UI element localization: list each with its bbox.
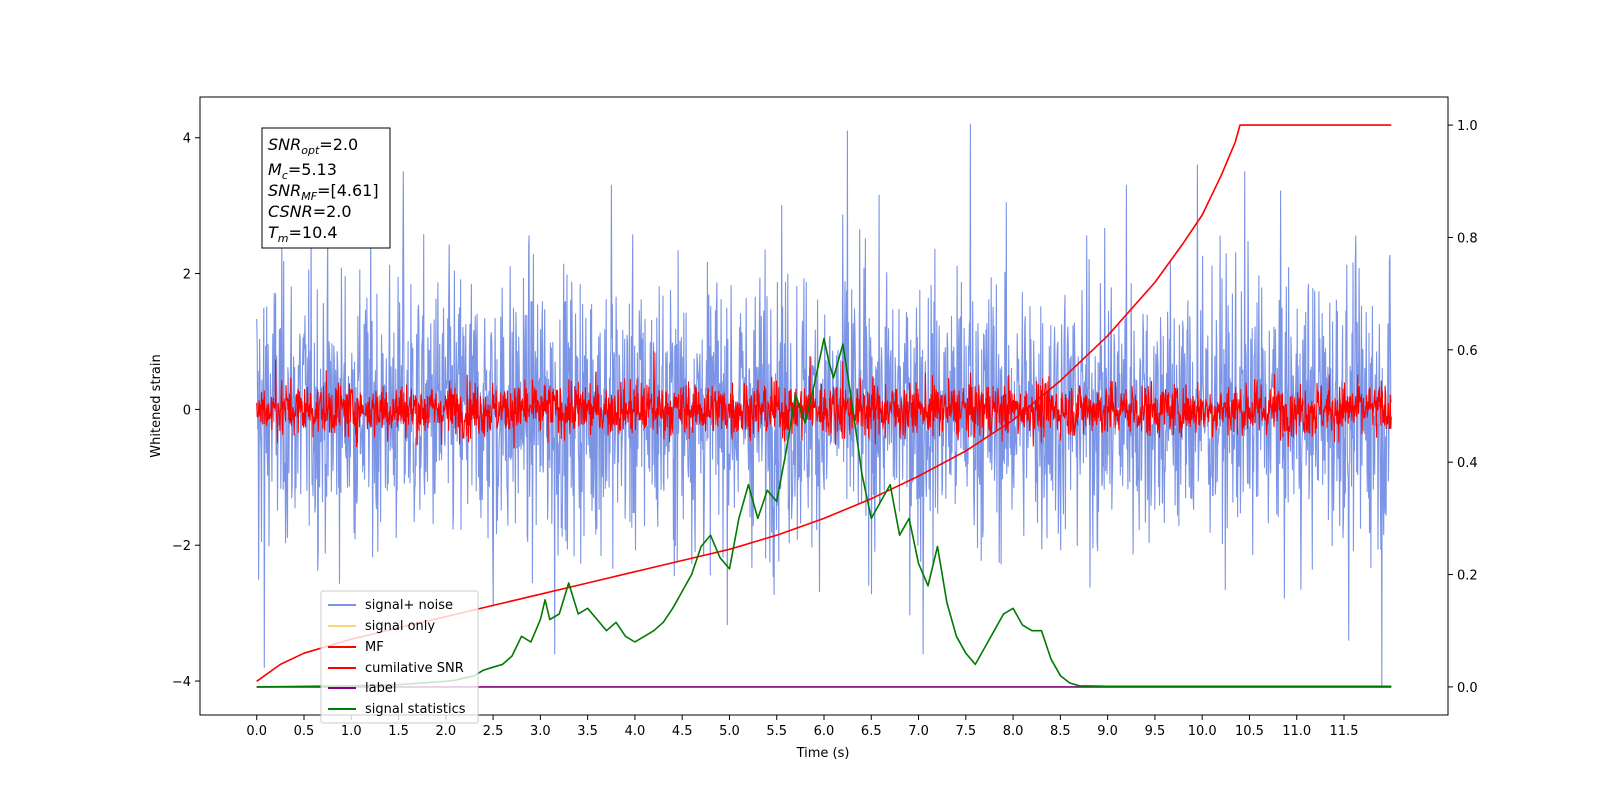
x-tick-label: 3.5 <box>577 724 598 739</box>
legend-label-label: label <box>365 681 396 696</box>
svg-text:SNRMF=[4.61]: SNRMF=[4.61] <box>268 181 379 203</box>
x-tick-label: 11.0 <box>1282 724 1311 739</box>
x-tick-label: 9.5 <box>1145 724 1166 739</box>
svg-text:SNRopt=2.0: SNRopt=2.0 <box>268 135 358 157</box>
y-right-tick-label: 1.0 <box>1457 119 1478 134</box>
x-tick-label: 2.5 <box>483 724 504 739</box>
x-tick-label: 0.0 <box>246 724 267 739</box>
y-left-tick-label: 4 <box>183 132 191 147</box>
x-tick-label: 9.0 <box>1097 724 1118 739</box>
info-box: SNRopt=2.0 Mc=5.13 SNRMF=[4.61] CSNR=2.0… <box>261 127 391 249</box>
y-left-tick-label: 2 <box>183 268 191 283</box>
x-tick-label: 7.5 <box>955 724 976 739</box>
legend-label-cumulative-snr: cumilative SNR <box>365 661 464 676</box>
series-signal-statistics <box>256 337 1392 688</box>
legend-label-signal-only: signal only <box>365 619 435 634</box>
y-axis-label: Whitened strain <box>149 354 164 457</box>
y-right-tick-label: 0.8 <box>1457 231 1478 246</box>
y-axis-right: 1.0 0.8 0.6 0.4 0.2 0.0 <box>1448 119 1478 696</box>
series-mf <box>256 351 1392 449</box>
x-tick-label: 1.0 <box>341 724 362 739</box>
svg-text:Mc=5.13: Mc=5.13 <box>268 160 337 182</box>
y-right-tick-label: 0.4 <box>1457 456 1478 471</box>
y-left-tick-label: −4 <box>172 675 191 690</box>
x-tick-label: 6.5 <box>861 724 882 739</box>
x-tick-label: 4.0 <box>625 724 646 739</box>
x-tick-label: 3.0 <box>530 724 551 739</box>
y-right-tick-label: 0.6 <box>1457 344 1478 359</box>
x-tick-label: 7.0 <box>908 724 929 739</box>
svg-text:CSNR=2.0: CSNR=2.0 <box>268 202 352 221</box>
y-right-tick-label: 0.0 <box>1457 681 1478 696</box>
y-left-tick-label: 0 <box>183 403 191 418</box>
legend-label-mf: MF <box>365 640 384 655</box>
x-tick-label: 10.5 <box>1235 724 1264 739</box>
x-tick-label: 5.0 <box>719 724 740 739</box>
x-tick-label: 10.0 <box>1188 724 1217 739</box>
x-tick-label: 5.5 <box>766 724 787 739</box>
y-left-tick-label: −2 <box>172 539 191 554</box>
x-tick-label: 8.0 <box>1003 724 1024 739</box>
x-axis-label: Time (s) <box>796 746 850 761</box>
y-right-tick-label: 0.2 <box>1457 569 1478 584</box>
x-axis: 0.0 0.5 1.0 1.5 2.0 2.5 3.0 3.5 4.0 4.5 5.0 5.5 6.0 6… <box>246 715 1358 739</box>
x-tick-label: 4.5 <box>672 724 693 739</box>
y-axis-left: 4 2 0 −2 −4 <box>172 132 200 690</box>
x-tick-label: 0.5 <box>294 724 315 739</box>
x-tick-label: 6.0 <box>814 724 835 739</box>
x-tick-label: 1.5 <box>388 724 409 739</box>
x-tick-label: 11.5 <box>1330 724 1359 739</box>
svg-text:Tm=10.4: Tm=10.4 <box>268 223 338 245</box>
legend-label-signal-statistics: signal statistics <box>365 702 466 717</box>
legend-label-signal-noise: signal+ noise <box>365 598 453 613</box>
legend: signal+ noise signal only MF cumilative … <box>320 590 479 724</box>
x-tick-label: 2.0 <box>435 724 456 739</box>
series-signal-noise <box>256 123 1392 689</box>
x-tick-label: 8.5 <box>1050 724 1071 739</box>
